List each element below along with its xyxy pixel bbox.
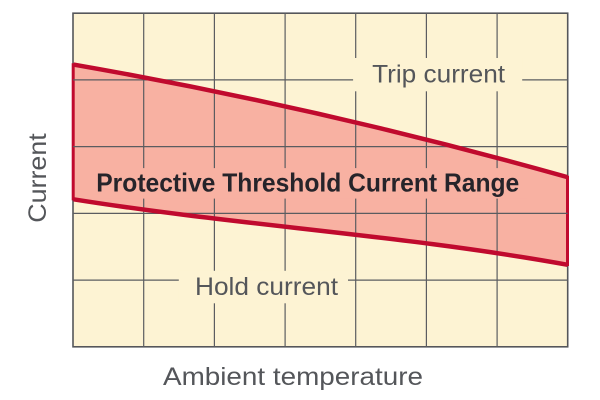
svg-text:Hold current: Hold current bbox=[195, 273, 338, 301]
svg-text:Ambient temperature: Ambient temperature bbox=[163, 363, 423, 391]
svg-text:Protective Threshold Current R: Protective Threshold Current Range bbox=[96, 168, 519, 198]
svg-text:Current: Current bbox=[24, 133, 52, 223]
svg-text:Trip current: Trip current bbox=[372, 61, 505, 89]
